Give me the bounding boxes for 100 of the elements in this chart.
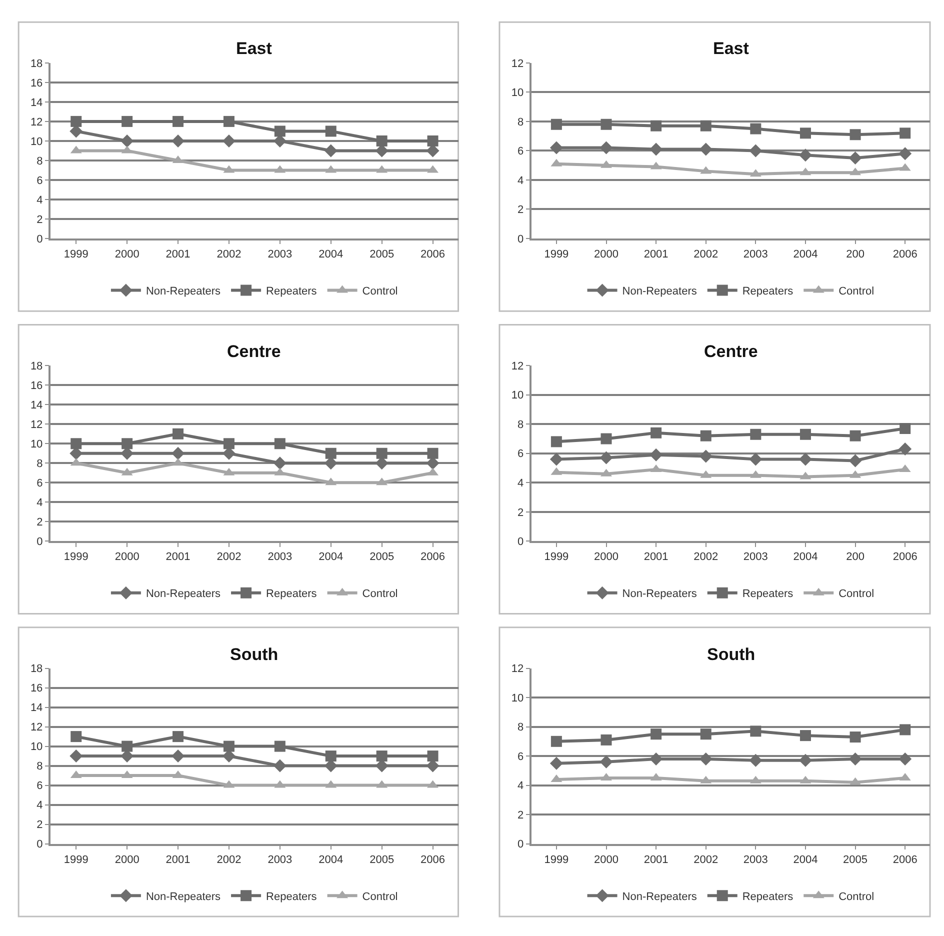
x-tick-label: 2000 bbox=[114, 854, 140, 866]
y-tick-label: 6 bbox=[36, 174, 43, 187]
x-tick-label: 2004 bbox=[793, 248, 818, 260]
y-tick-label: 4 bbox=[517, 780, 524, 792]
y-tick-label: 0 bbox=[517, 233, 524, 246]
y-tick-label: 12 bbox=[511, 663, 524, 676]
x-tick-label: 2002 bbox=[216, 551, 242, 564]
y-tick-label: 2 bbox=[517, 809, 524, 822]
y-tick-label: 12 bbox=[511, 58, 524, 70]
chart-title: South bbox=[707, 645, 756, 664]
legend-label: Control bbox=[838, 890, 874, 903]
y-tick-label: 12 bbox=[30, 418, 43, 431]
x-tick-label: 2006 bbox=[892, 551, 918, 564]
y-tick-label: 14 bbox=[30, 96, 43, 109]
y-tick-label: 6 bbox=[517, 750, 524, 763]
x-tick-label: 2000 bbox=[594, 551, 618, 564]
y-tick-label: 10 bbox=[511, 390, 524, 402]
y-tick-label: 14 bbox=[30, 702, 43, 714]
x-tick-label: 2005 bbox=[370, 248, 394, 260]
x-tick-label: 2003 bbox=[743, 854, 768, 866]
y-tick-label: 10 bbox=[511, 692, 524, 704]
x-tick-label: 2004 bbox=[318, 854, 344, 866]
y-tick-label: 2 bbox=[36, 214, 43, 226]
chart-title: Centre bbox=[704, 342, 758, 361]
x-tick-label: 2002 bbox=[694, 551, 718, 564]
x-tick-label: 2001 bbox=[166, 854, 190, 866]
y-tick-label: 14 bbox=[30, 399, 43, 412]
x-tick-label: 1999 bbox=[64, 248, 88, 260]
legend-label: Non-Repeaters bbox=[146, 588, 222, 600]
y-tick-label: 0 bbox=[36, 838, 43, 851]
x-tick-label: 2003 bbox=[268, 551, 292, 564]
y-tick-label: 4 bbox=[36, 496, 43, 509]
y-tick-label: 8 bbox=[517, 722, 524, 734]
y-tick-label: 18 bbox=[30, 360, 43, 372]
y-tick-label: 18 bbox=[30, 663, 43, 676]
y-tick-label: 6 bbox=[517, 448, 524, 460]
y-tick-label: 6 bbox=[36, 477, 43, 490]
x-tick-label: 2006 bbox=[420, 248, 446, 260]
legend-label: Non-Repeaters bbox=[146, 890, 222, 903]
x-tick-label: 2001 bbox=[644, 551, 668, 564]
legend-label: Non-Repeaters bbox=[146, 286, 222, 298]
legend-label: Repeaters bbox=[742, 890, 794, 903]
x-tick-label: 2005 bbox=[370, 854, 394, 866]
y-tick-label: 10 bbox=[30, 136, 43, 148]
y-tick-label: 0 bbox=[517, 838, 524, 851]
legend-label: Control bbox=[838, 588, 874, 600]
y-tick-label: 6 bbox=[36, 780, 43, 792]
y-tick-label: 0 bbox=[517, 536, 524, 548]
y-tick-label: 4 bbox=[517, 174, 524, 187]
y-tick-label: 4 bbox=[517, 477, 524, 490]
x-tick-label: 2001 bbox=[166, 248, 190, 260]
x-tick-label: 1999 bbox=[544, 551, 569, 564]
legend-label: Repeaters bbox=[266, 588, 318, 600]
y-tick-label: 6 bbox=[517, 146, 524, 158]
legend-label: Control bbox=[362, 890, 398, 903]
y-tick-label: 2 bbox=[517, 204, 524, 216]
legend-label: Repeaters bbox=[266, 890, 318, 903]
legend-label: Non-Repeaters bbox=[622, 286, 698, 298]
x-tick-label: 2006 bbox=[420, 551, 446, 564]
x-tick-label: 2002 bbox=[694, 248, 718, 260]
x-tick-label: 2003 bbox=[743, 551, 768, 564]
y-tick-label: 16 bbox=[30, 77, 43, 90]
legend-label: Control bbox=[362, 588, 398, 600]
x-tick-label: 2003 bbox=[268, 248, 292, 260]
y-tick-label: 8 bbox=[36, 760, 43, 773]
y-tick-label: 16 bbox=[30, 682, 43, 695]
x-tick-label: 2006 bbox=[892, 854, 918, 866]
chart-title: South bbox=[230, 645, 278, 664]
y-tick-label: 18 bbox=[30, 58, 43, 70]
x-tick-label: 2002 bbox=[694, 854, 718, 866]
chart-title: East bbox=[236, 39, 272, 58]
legend-label: Repeaters bbox=[742, 588, 794, 600]
x-tick-label: 1999 bbox=[64, 551, 88, 564]
x-tick-label: 2001 bbox=[166, 551, 190, 564]
x-tick-label: 2004 bbox=[318, 248, 344, 260]
legend-label: Control bbox=[838, 286, 874, 298]
y-tick-label: 8 bbox=[517, 418, 524, 431]
legend-label: Repeaters bbox=[742, 286, 794, 298]
x-tick-label: 2002 bbox=[216, 854, 242, 866]
legend-label: Repeaters bbox=[266, 286, 318, 298]
y-tick-label: 0 bbox=[36, 536, 43, 548]
y-tick-label: 2 bbox=[517, 506, 524, 519]
y-tick-label: 16 bbox=[30, 380, 43, 392]
y-tick-label: 10 bbox=[30, 438, 43, 450]
x-tick-label: 200 bbox=[846, 248, 864, 260]
x-tick-label: 2001 bbox=[644, 854, 668, 866]
x-tick-label: 2004 bbox=[793, 551, 818, 564]
x-tick-label: 2002 bbox=[216, 248, 242, 260]
y-tick-label: 0 bbox=[36, 233, 43, 246]
x-tick-label: 2000 bbox=[114, 248, 140, 260]
x-tick-label: 1999 bbox=[544, 854, 569, 866]
x-tick-label: 2004 bbox=[793, 854, 818, 866]
y-tick-label: 12 bbox=[30, 722, 43, 734]
y-tick-label: 2 bbox=[36, 819, 43, 832]
y-tick-label: 4 bbox=[36, 800, 43, 812]
y-tick-label: 12 bbox=[30, 116, 43, 128]
x-tick-label: 2000 bbox=[594, 248, 618, 260]
x-tick-label: 2004 bbox=[318, 551, 344, 564]
x-tick-label: 2001 bbox=[644, 248, 668, 260]
y-tick-label: 8 bbox=[36, 458, 43, 470]
